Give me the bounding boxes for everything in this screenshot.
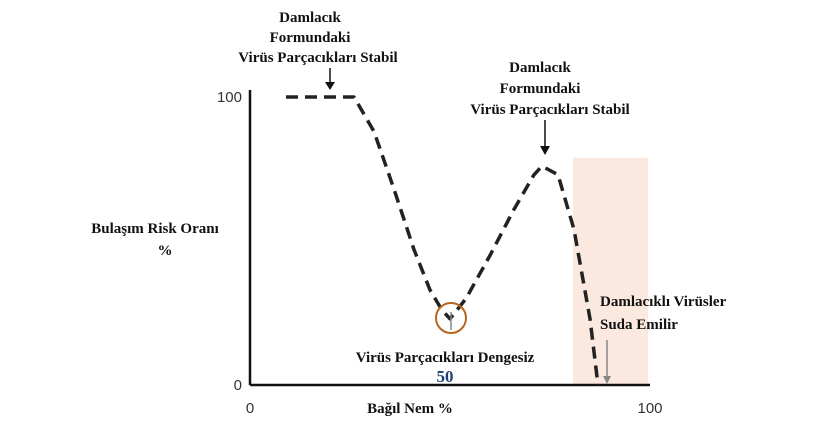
y-axis-label: Bulaşım Risk Oranı xyxy=(91,221,219,237)
plot xyxy=(286,95,600,386)
annotation: Virüs Parçacıkları Dengesiz xyxy=(356,350,535,366)
arrowhead xyxy=(325,82,335,90)
y-tick-label: 100 xyxy=(217,89,242,106)
annotation: Virüs Parçacıkları Stabil xyxy=(470,102,629,118)
x-tick-label: 0 xyxy=(246,400,254,417)
y-tick-label: 0 xyxy=(234,377,242,394)
unstable-marker xyxy=(435,302,467,334)
annotation: Suda Emilir xyxy=(600,317,678,333)
annotation-value: 50 xyxy=(437,367,454,386)
annotation: Formundaki xyxy=(270,30,351,46)
y-axis-label: % xyxy=(158,243,173,259)
annotation: Virüs Parçacıkları Stabil xyxy=(238,50,397,66)
annotation: Damlacıklı Virüsler xyxy=(600,294,727,310)
annotation: Damlacık xyxy=(279,10,341,26)
absorption-region xyxy=(573,158,648,385)
arrowhead xyxy=(540,146,550,155)
x-axis-label: Bağıl Nem % xyxy=(367,401,453,417)
line xyxy=(286,95,600,386)
annotation: Damlacık xyxy=(509,60,571,76)
annotation: Formundaki xyxy=(500,81,581,97)
x-tick-label: 100 xyxy=(637,400,662,417)
arrowhead xyxy=(603,376,611,384)
